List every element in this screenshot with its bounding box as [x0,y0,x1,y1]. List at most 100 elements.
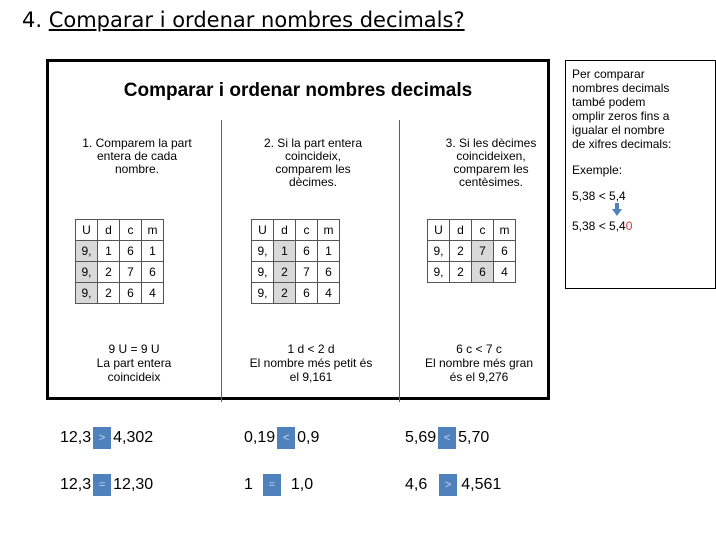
cell: 1 [317,240,340,262]
cell: 4 [317,282,340,304]
note-line: El nombre més petit és [249,356,373,370]
exercise-right: 0,9 [297,429,320,447]
header-cell: d [97,219,120,241]
comparison-symbol: < [277,427,296,449]
header-cell: U [251,219,274,241]
exercise-item: 1 = 1,0 [244,474,313,496]
exercise-left: 12,3 [60,476,92,494]
exercise-item: 0,19 <0,9 [244,427,319,449]
exercise-left: 4,6 [405,476,428,494]
comparison-symbol: < [438,427,457,449]
cell: 2 [273,261,296,283]
note-line: és el 9,276 [449,370,509,384]
step-line: comparem les [275,162,351,176]
cell: 9, [251,261,274,283]
exercise-left: 0,19 [244,429,276,447]
step-text: 2. Si la part entera coincideix, compare… [233,137,393,189]
header-cell: c [119,219,142,241]
conclusion-note: 6 c < 7 c El nombre més gran és el 9,276 [399,342,559,384]
step-text: 3. Si les dècimes coincideixen, comparem… [411,137,571,189]
cell: 2 [97,261,120,283]
exercise-item: 4,6 >4,561 [405,474,501,496]
cell: 6 [119,282,142,304]
tip-line: igualar el nombre [572,123,665,137]
exercise-left: 12,3 [60,429,92,447]
cell: 9, [75,282,98,304]
cell: 1 [141,240,164,262]
exercise-right: 12,30 [113,476,154,494]
added-zero: 0 [625,219,633,233]
cell: 2 [273,282,296,304]
cell: 7 [471,240,494,262]
header-cell: U [75,219,98,241]
section-heading: 4. Comparar i ordenar nombres decimals? [22,8,465,32]
cell: 2 [97,282,120,304]
step-line: centèsimes. [458,175,524,189]
step-line: comparem les [453,162,529,176]
tip-line: omplir zeros fins a [572,109,670,123]
header-cell: m [493,219,516,241]
cell: 6 [295,282,318,304]
example-line: 5,38 < 5,4 [572,189,626,203]
example-label: Exemple: [572,163,623,177]
exercise-right: 4,561 [461,476,502,494]
step-line: 3. Si les dècimes [445,136,537,150]
tip-box: Per comparar nombres decimals també pode… [565,60,716,289]
tip-line: també podem [572,95,646,109]
cell: 6 [317,261,340,283]
tip-line: Per comparar [572,67,645,81]
cell: 7 [119,261,142,283]
note-line: el 9,161 [289,370,333,384]
cell: 6 [119,240,142,262]
exercise-item: 5,69 <5,70 [405,427,489,449]
down-arrow-icon [572,203,709,219]
step-line: coincideixen, [456,149,526,163]
heading-text: Comparar i ordenar nombres decimals? [48,8,465,32]
note-line: El nombre més gran [424,356,534,370]
step-line: coincideix, [284,149,342,163]
cell: 9, [427,240,450,262]
cell: 9, [251,282,274,304]
note-line: La part entera [96,356,172,370]
exercise-right: 1,0 [290,476,314,494]
cell: 6 [141,261,164,283]
column-divider [221,120,222,402]
cell: 4 [141,282,164,304]
step-line: 1. Comparem la part [82,136,192,150]
cell: 2 [449,240,472,262]
conclusion-note: 1 d < 2 d El nombre més petit és el 9,16… [221,342,401,384]
exercise-item: 12,3 >4,302 [60,427,153,449]
cell: 6 [295,240,318,262]
header-cell: d [273,219,296,241]
step-line: dècimes. [288,175,338,189]
exercise-right: 5,70 [458,429,490,447]
cell: 6 [493,240,516,262]
note-line: 9 U = 9 U [108,342,160,356]
exercise-right: 4,302 [113,429,154,447]
cell: 1 [97,240,120,262]
step-line: 2. Si la part entera [263,136,363,150]
cell: 9, [75,261,98,283]
header-cell: m [317,219,340,241]
note-line: coincideix [107,370,161,384]
box-title: Comparar i ordenar nombres decimals [123,80,473,101]
cell: 2 [449,261,472,283]
heading-number: 4. [22,8,49,32]
header-cell: c [471,219,494,241]
comparison-symbol: = [262,474,281,496]
comparison-symbol: > [93,427,112,449]
comparison-symbol: > [439,474,458,496]
header-cell: m [141,219,164,241]
tip-line: nombres decimals [572,81,670,95]
step-line: entera de cada [96,149,178,163]
tip-line: de xifres decimals: [572,137,672,151]
step-text: 1. Comparem la part entera de cada nombr… [57,137,217,176]
example-text: 5,38 < 5,4 [572,219,626,233]
cell: 1 [273,240,296,262]
column-divider [399,120,400,402]
header-cell: c [295,219,318,241]
rules-box: Comparar i ordenar nombres decimals 1. C… [46,59,550,402]
